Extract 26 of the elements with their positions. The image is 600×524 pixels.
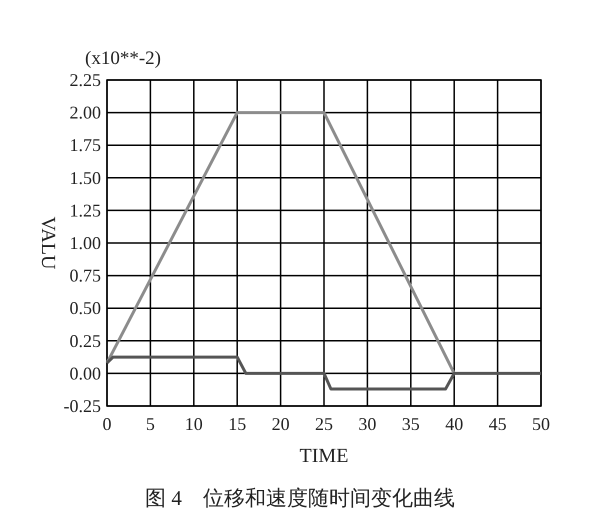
x-tick-label: 25 xyxy=(315,414,333,434)
y-tick-label: 2.25 xyxy=(70,70,101,90)
x-tick-label: 0 xyxy=(102,414,112,434)
x-tick-label: 5 xyxy=(146,414,155,434)
y-tick-label: 1.75 xyxy=(70,135,101,156)
x-tick-label: 30 xyxy=(358,414,376,434)
x-tick-label: 35 xyxy=(402,414,420,434)
caption: 图 4 位移和速度随时间变化曲线 xyxy=(145,486,455,510)
y-tick-label: 0.75 xyxy=(70,266,101,286)
y-tick-label: 0.00 xyxy=(70,363,101,384)
x-tick-label: 40 xyxy=(445,414,464,434)
x-tick-label: 45 xyxy=(488,414,507,434)
y-axis-title: VALU xyxy=(37,216,59,270)
x-axis-title: TIME xyxy=(300,445,348,467)
y-tick-label: 2.00 xyxy=(70,102,101,123)
y-tick-label: -0.25 xyxy=(64,396,101,416)
y-tick-label: 1.50 xyxy=(70,168,101,188)
y-tick-label: 0.50 xyxy=(70,298,101,318)
x-tick-label: 50 xyxy=(532,414,550,434)
x-tick-label: 20 xyxy=(272,414,290,434)
x-tick-label: 10 xyxy=(184,414,203,434)
x-tick-label: 15 xyxy=(228,414,246,434)
y-tick-label: 1.25 xyxy=(70,200,101,220)
y-tick-label: 1.00 xyxy=(70,233,101,253)
text: (x10**-2) xyxy=(85,48,161,69)
y-tick-label: 0.25 xyxy=(70,330,101,351)
